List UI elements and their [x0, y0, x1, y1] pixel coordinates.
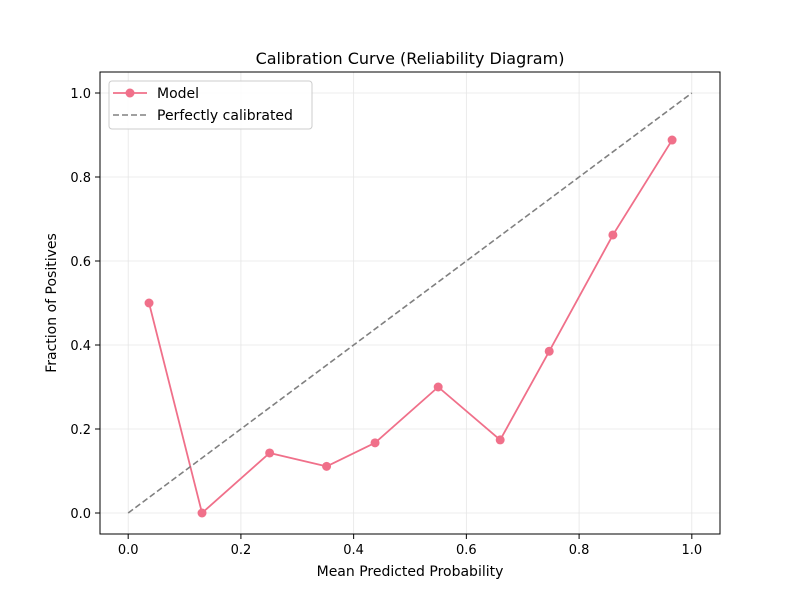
model-data-point — [544, 346, 554, 356]
y-tick-label: 0.2 — [70, 423, 91, 438]
model-series-line — [148, 139, 673, 514]
x-tick-label: 0.0 — [118, 543, 139, 558]
model-data-point — [322, 461, 332, 471]
x-axis-label: Mean Predicted Probability — [317, 564, 504, 580]
legend: Model Perfectly calibrated — [108, 80, 313, 130]
y-tick-label: 0.0 — [70, 507, 91, 522]
plot-frame — [99, 71, 721, 535]
x-tick-label: 0.4 — [343, 543, 364, 558]
legend-label: Model — [157, 86, 199, 102]
legend-marker — [125, 88, 135, 98]
x-tick-label: 0.6 — [456, 543, 477, 558]
x-tick-label: 1.0 — [681, 543, 702, 558]
y-tick-label: 0.4 — [70, 339, 91, 354]
legend-box — [108, 80, 313, 130]
x-tick-label: 0.8 — [569, 543, 590, 558]
y-tick-label: 0.6 — [70, 255, 91, 270]
model-data-point — [144, 298, 154, 308]
perfectly-calibrated-line — [127, 92, 693, 514]
plot-area: 0.0 0.2 0.4 0.6 0.8 1.0 0.0 0.2 0.4 0.6 0.8 1.0 — [70, 71, 721, 558]
model-data-point — [495, 435, 505, 445]
y-tick-label: 0.8 — [70, 171, 91, 186]
legend-label: Perfectly calibrated — [157, 108, 293, 124]
model-data-point — [608, 230, 618, 240]
model-data-point — [197, 508, 207, 518]
model-data-point — [433, 382, 443, 392]
y-tick-label: 1.0 — [70, 87, 91, 102]
chart-title: Calibration Curve (Reliability Diagram) — [256, 49, 565, 68]
y-axis-label: Fraction of Positives — [44, 233, 60, 373]
model-data-point — [265, 448, 275, 458]
model-data-point — [667, 135, 677, 145]
model-data-point — [370, 438, 380, 448]
x-tick-label: 0.2 — [231, 543, 252, 558]
